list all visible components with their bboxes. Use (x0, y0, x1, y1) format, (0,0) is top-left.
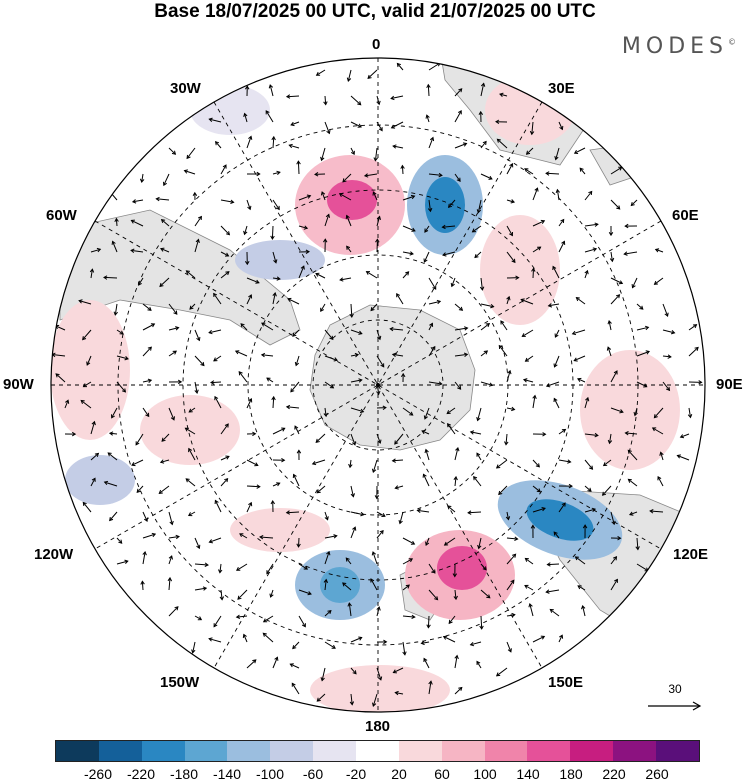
colorbar-tick-label: -20 (346, 766, 366, 782)
positive-anomaly-northeast (480, 215, 560, 325)
positive-anomaly-southwest (230, 508, 330, 552)
negative-anomaly-west (65, 455, 135, 505)
lon-label-60e: 60E (672, 207, 699, 224)
colorbar-segment (399, 741, 442, 761)
lon-label-120e: 120E (673, 546, 708, 563)
south-pole-marker (376, 383, 380, 387)
wind-vector (546, 173, 559, 174)
wind-vector (272, 226, 273, 239)
colorbar-segment (442, 741, 485, 761)
colorbar-tick-label: 140 (516, 766, 539, 782)
positive-anomaly-west (50, 300, 130, 440)
colorbar-segment (99, 741, 142, 761)
colorbar-segment (313, 741, 356, 761)
wind-vector (287, 512, 299, 513)
colorbar-segment (613, 741, 656, 761)
reference-vector-arrow (648, 702, 700, 710)
lon-label-30w: 30W (170, 80, 201, 97)
colorbar-tick-label: -60 (303, 766, 323, 782)
wind-vector (104, 277, 117, 278)
colorbar-segment (270, 741, 313, 761)
colorbar-tick-label: 60 (434, 766, 450, 782)
lon-label-150w: 150W (160, 674, 199, 691)
colorbar-tick-label: 180 (559, 766, 582, 782)
wind-vector (481, 616, 482, 629)
colorbar-tick-label: -260 (84, 766, 112, 782)
lon-label-150e: 150E (548, 674, 583, 691)
colorbar-tick-label: 260 (645, 766, 668, 782)
colorbar (55, 740, 700, 762)
lon-label-180: 180 (365, 718, 390, 735)
colorbar-tick-label: -220 (127, 766, 155, 782)
colorbar-tick-label: -100 (256, 766, 284, 782)
reference-vector: 30 (640, 682, 710, 696)
wind-vector (247, 486, 260, 487)
positive-anomaly-atlantic-core (327, 180, 377, 220)
wind-vector (547, 564, 559, 565)
positive-anomaly-tasman-core (437, 546, 487, 590)
colorbar-segment (656, 741, 699, 761)
positive-anomaly-west-b (140, 395, 240, 465)
colorbar-tick-label: -140 (213, 766, 241, 782)
colorbar-segment (356, 741, 399, 761)
colorbar-segment (570, 741, 613, 761)
lon-label-90e: 90E (716, 376, 743, 393)
lon-label-30e: 30E (548, 80, 575, 97)
lon-label-60w: 60W (46, 207, 77, 224)
lon-label-90w: 90W (3, 376, 34, 393)
wind-vector (287, 96, 299, 97)
colorbar-tick-label: 100 (473, 766, 496, 782)
colorbar-segment (185, 741, 228, 761)
colorbar-tick-label: 20 (391, 766, 407, 782)
colorbar-tick-label: -180 (170, 766, 198, 782)
wind-vector (428, 616, 429, 628)
colorbar-segment (142, 741, 185, 761)
colorbar-labels: -260 -220 -180 -140 -100 -60 -20 20 60 100 140 180 2… (0, 766, 750, 784)
colorbar-segment (527, 741, 570, 761)
lon-label-120w: 120W (34, 546, 73, 563)
wind-vector (298, 161, 299, 174)
negative-anomaly-southwest (235, 240, 325, 280)
map-content (40, 50, 720, 730)
negative-anomaly-south-atlantic-core (425, 177, 465, 233)
colorbar-tick-label: 220 (602, 766, 625, 782)
lon-label-0: 0 (372, 36, 380, 53)
reference-vector-label: 30 (640, 682, 710, 696)
colorbar-segment (56, 741, 99, 761)
colorbar-segment (227, 741, 270, 761)
colorbar-segment (485, 741, 528, 761)
